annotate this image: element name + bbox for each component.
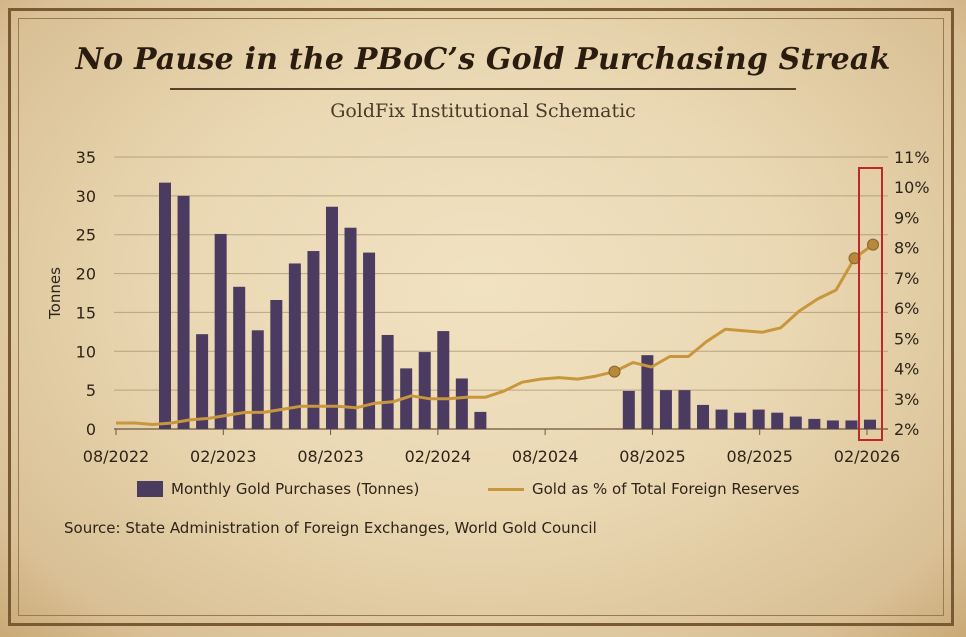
y2-tick-label: 6% xyxy=(894,299,919,318)
y2-tick-label: 7% xyxy=(894,269,919,288)
bar xyxy=(641,355,654,429)
highlight-box xyxy=(858,167,883,441)
line-marker xyxy=(848,252,861,265)
y2-tick-label: 11% xyxy=(894,148,930,167)
bar xyxy=(826,420,839,429)
bar xyxy=(622,390,635,429)
bar xyxy=(159,182,171,429)
y2-tick-label: 4% xyxy=(894,360,919,379)
bar xyxy=(808,418,821,429)
bar xyxy=(864,419,876,429)
x-tick-label: 08/2023 xyxy=(297,447,363,466)
legend-bar-label: Monthly Gold Purchases (Tonnes) xyxy=(171,480,420,498)
bar xyxy=(325,206,338,429)
bar xyxy=(771,412,784,429)
x-tick-label: 02/2026 xyxy=(834,447,900,466)
inner-frame xyxy=(18,18,944,616)
bar xyxy=(344,227,357,429)
bar xyxy=(270,299,283,429)
y-tick-label: 15 xyxy=(76,303,96,322)
x-tick-label: 02/2024 xyxy=(405,447,471,466)
y-tick-label: 30 xyxy=(76,187,96,206)
bar xyxy=(474,411,487,429)
source-note: Source: State Administration of Foreign … xyxy=(64,519,597,537)
bar xyxy=(233,286,246,429)
y2-tick-label: 3% xyxy=(894,390,919,409)
bar xyxy=(455,378,468,429)
bar xyxy=(307,251,320,429)
y-axis-label: Tonnes xyxy=(46,267,64,320)
legend-bar-swatch xyxy=(137,481,163,497)
bar xyxy=(363,252,376,429)
bar xyxy=(845,420,858,429)
bar xyxy=(789,416,802,429)
reserves-line xyxy=(116,243,874,426)
y-tick-label: 35 xyxy=(76,148,96,167)
y-tick-label: 10 xyxy=(76,342,96,361)
x-tick-label: 08/2025 xyxy=(726,447,792,466)
bar xyxy=(752,409,765,429)
bar xyxy=(177,195,190,429)
bar xyxy=(381,334,394,429)
bar xyxy=(196,334,209,429)
y-tick-label: 0 xyxy=(86,420,96,439)
x-tick-label: 08/2024 xyxy=(512,447,578,466)
y2-tick-label: 9% xyxy=(894,208,919,227)
x-tick-label: 02/2023 xyxy=(190,447,256,466)
line-marker xyxy=(608,365,621,378)
legend-line-swatch xyxy=(488,488,524,491)
bar xyxy=(437,331,450,429)
legend-line-label: Gold as % of Total Foreign Reserves xyxy=(532,480,800,498)
y-tick-label: 20 xyxy=(76,265,96,284)
bar xyxy=(418,352,431,429)
chart-subtitle: GoldFix Institutional Schematic xyxy=(330,100,636,122)
bar xyxy=(288,263,301,429)
line-marker xyxy=(867,238,879,251)
y2-tick-label: 10% xyxy=(894,178,930,197)
x-tick-label: 08/2025 xyxy=(619,447,685,466)
y2-tick-label: 2% xyxy=(894,420,919,439)
chart-title: No Pause in the PBoC’s Gold Purchasing S… xyxy=(75,42,891,77)
y-tick-label: 5 xyxy=(86,381,96,400)
bar xyxy=(659,390,672,429)
bar xyxy=(715,409,728,429)
outer-frame xyxy=(8,8,954,626)
bar xyxy=(251,330,264,429)
title-underline xyxy=(170,88,796,90)
bar xyxy=(678,390,691,429)
y2-tick-label: 8% xyxy=(894,239,919,258)
bar xyxy=(734,412,747,429)
y2-tick-label: 5% xyxy=(894,329,919,348)
bar xyxy=(214,233,227,429)
y-tick-label: 25 xyxy=(76,226,96,245)
bar xyxy=(697,404,710,429)
x-tick-label: 08/2022 xyxy=(83,447,149,466)
